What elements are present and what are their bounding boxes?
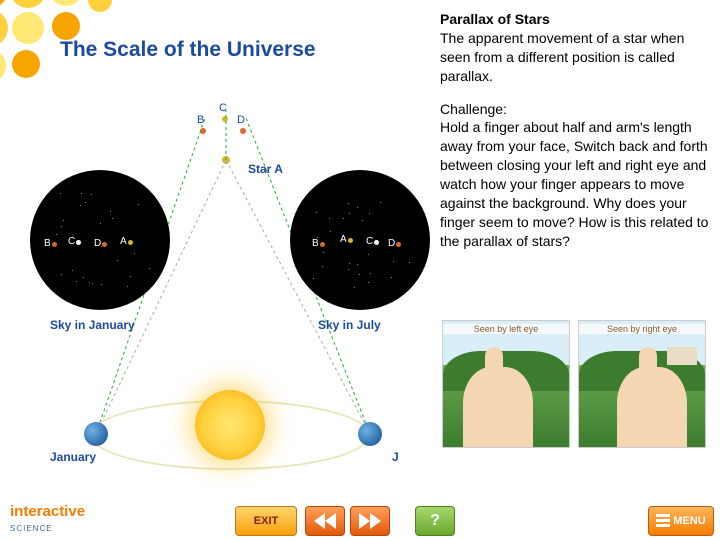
finger-right-caption: Seen by right eye [579,324,705,334]
logo-bottom: SCIENCE [10,524,53,533]
help-button[interactable]: ? [415,506,455,536]
right-text-column: Parallax of Stars The apparent movement … [440,10,710,265]
sky-star-dot [320,242,325,247]
orbit-label-july: J [392,450,399,464]
sky-star-label: B [44,238,51,249]
challenge-body: Hold a finger about half and arm's lengt… [440,119,708,248]
logo-top: interactive [10,503,85,520]
menu-label: MENU [673,515,705,527]
finger-right-eye-image: Seen by right eye [578,320,706,448]
challenge-label: Challenge: [440,101,507,117]
sky-star-dot [76,240,81,245]
parallax-heading: Parallax of Stars [440,11,550,27]
finger-left-eye-image: Seen by left eye [442,320,570,448]
sky-star-label: C [68,236,75,247]
sky-star-dot [348,238,353,243]
sky-star-dot [396,242,401,247]
prev-icon [314,513,336,529]
sky-star-label: B [312,238,319,249]
sky-january-label: Sky in January [50,318,135,332]
sky-star-label: C [366,236,373,247]
sky-january-view: BCDA [30,170,170,310]
sky-july-view: BACD [290,170,430,310]
sky-star-label: A [340,234,347,245]
sky-star-label: D [388,238,395,249]
exit-button[interactable]: EXIT [235,506,297,536]
footer-nav: interactive SCIENCE EXIT ? MENU [0,500,720,540]
sky-star-dot [128,240,133,245]
sky-star-label: D [94,238,101,249]
sky-star-dot [102,242,107,247]
prev-button[interactable] [305,506,345,536]
page-title: The Scale of the Universe [60,38,316,62]
orbit-label-january: January [50,450,96,464]
earth-july [358,422,382,446]
sky-july-label: Sky in July [318,318,381,332]
parallax-diagram: BCD Star A BCDA Sky in January BACD Sky … [20,110,430,490]
sun-icon [195,390,265,460]
next-icon [359,513,381,529]
menu-icon [656,514,670,528]
sky-star-label: A [120,236,127,247]
finger-left-caption: Seen by left eye [443,324,569,334]
sky-star-dot [52,242,57,247]
sky-star-dot [374,240,379,245]
next-button[interactable] [350,506,390,536]
earth-january [84,422,108,446]
brand-logo: interactive SCIENCE [10,503,85,534]
menu-button[interactable]: MENU [648,506,714,536]
parallax-intro: The apparent movement of a star when see… [440,30,684,84]
